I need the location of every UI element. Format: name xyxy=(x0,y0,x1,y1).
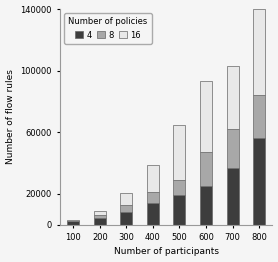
Bar xyxy=(173,195,185,225)
Y-axis label: Number of flow rules: Number of flow rules xyxy=(6,69,14,164)
Bar xyxy=(120,205,132,212)
Bar xyxy=(253,95,265,138)
Bar xyxy=(147,192,159,203)
Bar xyxy=(200,152,212,186)
Bar xyxy=(147,165,159,192)
Bar xyxy=(227,168,239,225)
Bar xyxy=(67,221,79,225)
Bar xyxy=(94,215,106,218)
Bar xyxy=(227,66,239,129)
Bar xyxy=(173,124,185,180)
Bar xyxy=(227,129,239,168)
Bar xyxy=(94,211,106,215)
Bar xyxy=(200,81,212,152)
Bar xyxy=(120,193,132,205)
Bar xyxy=(173,180,185,195)
Bar xyxy=(94,218,106,225)
Bar xyxy=(253,9,265,95)
Bar xyxy=(67,220,79,221)
X-axis label: Number of participants: Number of participants xyxy=(114,247,219,256)
Bar xyxy=(200,186,212,225)
Bar xyxy=(120,212,132,225)
Bar xyxy=(253,138,265,225)
Bar xyxy=(147,203,159,225)
Legend: 4, 8, 16: 4, 8, 16 xyxy=(64,13,152,44)
